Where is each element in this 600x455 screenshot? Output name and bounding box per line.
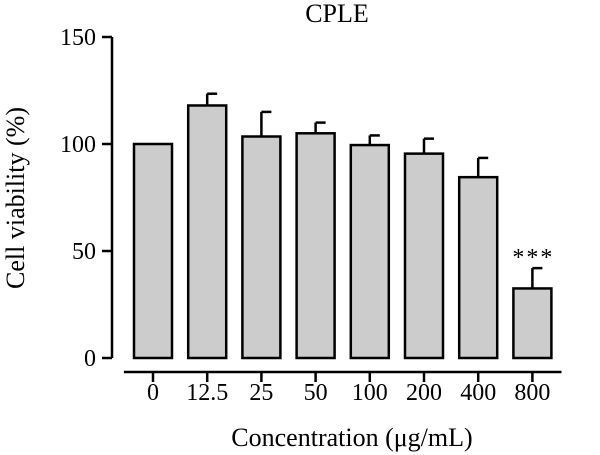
significance-annotation: *** (512, 245, 554, 271)
bar-0 (132, 142, 174, 360)
bar-25 (241, 135, 282, 360)
x-tick-label: 12.5 (186, 380, 228, 406)
chart-title: CPLE (305, 0, 369, 28)
y-axis-label: Cell viability (%) (1, 107, 30, 289)
x-tick-labels: 0 12.5 25 50 100 200 400 800 (147, 380, 550, 406)
bar-100 (349, 143, 391, 360)
x-axis-label: Concentration (μg/mL) (231, 423, 472, 452)
error-bars (205, 92, 543, 289)
bars (132, 104, 553, 360)
bar-400 (457, 175, 499, 360)
y-tick-label: 150 (60, 25, 96, 51)
y-tick-label: 0 (84, 346, 96, 372)
bar-800 (512, 287, 553, 360)
y-axis: 0 50 100 150 (60, 25, 114, 372)
y-tick-label: 50 (72, 239, 96, 265)
x-tick-label: 100 (352, 380, 388, 406)
annotations: *** (512, 245, 554, 271)
x-axis (123, 370, 562, 382)
bar-200 (403, 152, 445, 360)
x-tick-label: 800 (514, 380, 550, 406)
x-tick-label: 200 (406, 380, 442, 406)
x-tick-label: 0 (147, 380, 159, 406)
x-tick-label: 50 (304, 380, 328, 406)
y-tick-label: 100 (60, 132, 96, 158)
x-tick-label: 400 (460, 380, 496, 406)
x-tick-label: 25 (249, 380, 273, 406)
bar-12.5 (186, 104, 228, 360)
bar-50 (295, 132, 336, 360)
